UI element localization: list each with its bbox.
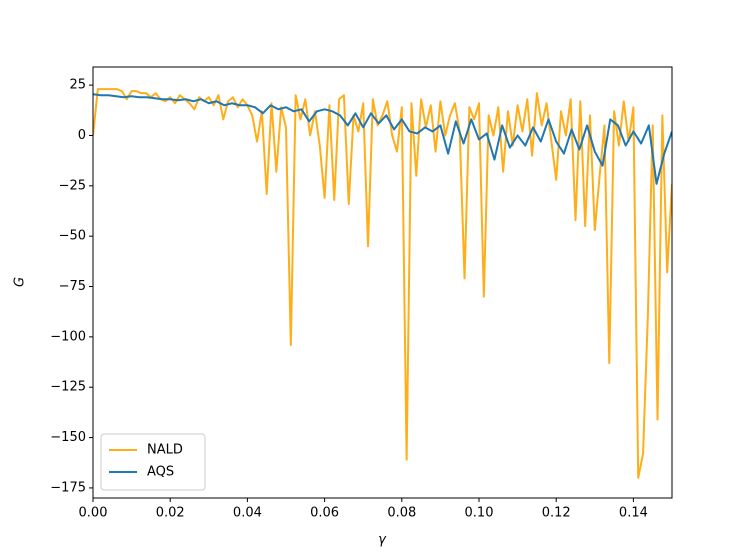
y-tick-label: −100	[50, 329, 86, 344]
legend-label: AQS	[147, 465, 174, 480]
y-tick-label: 25	[69, 78, 86, 93]
x-tick-label: 0.02	[156, 506, 185, 521]
y-axis-label: G	[13, 277, 28, 287]
x-tick-label: 0.04	[233, 506, 262, 521]
y-tick-label: −175	[50, 480, 86, 495]
y-tick-label: 0	[78, 128, 86, 143]
plot-area	[93, 88, 672, 479]
y-tick-label: −125	[50, 380, 86, 395]
plot-frame	[92, 66, 673, 499]
x-tick-label: 0.12	[542, 506, 571, 521]
x-tick-label: 0.14	[619, 506, 648, 521]
y-tick-label: −50	[59, 229, 86, 244]
x-tick-label: 0.08	[387, 506, 416, 521]
legend-box	[100, 433, 206, 491]
line-series	[93, 93, 672, 185]
x-axis-label: γ	[378, 533, 387, 548]
x-tick-label: 0.10	[465, 506, 494, 521]
y-tick-label: −150	[50, 430, 86, 445]
y-tick-label: −75	[59, 279, 86, 294]
x-tick-label: 0.06	[310, 506, 339, 521]
legend-label: NALD	[147, 443, 183, 458]
y-tick-label: −25	[59, 178, 86, 193]
x-tick-label: 0.00	[79, 506, 108, 521]
line-series	[93, 88, 672, 479]
